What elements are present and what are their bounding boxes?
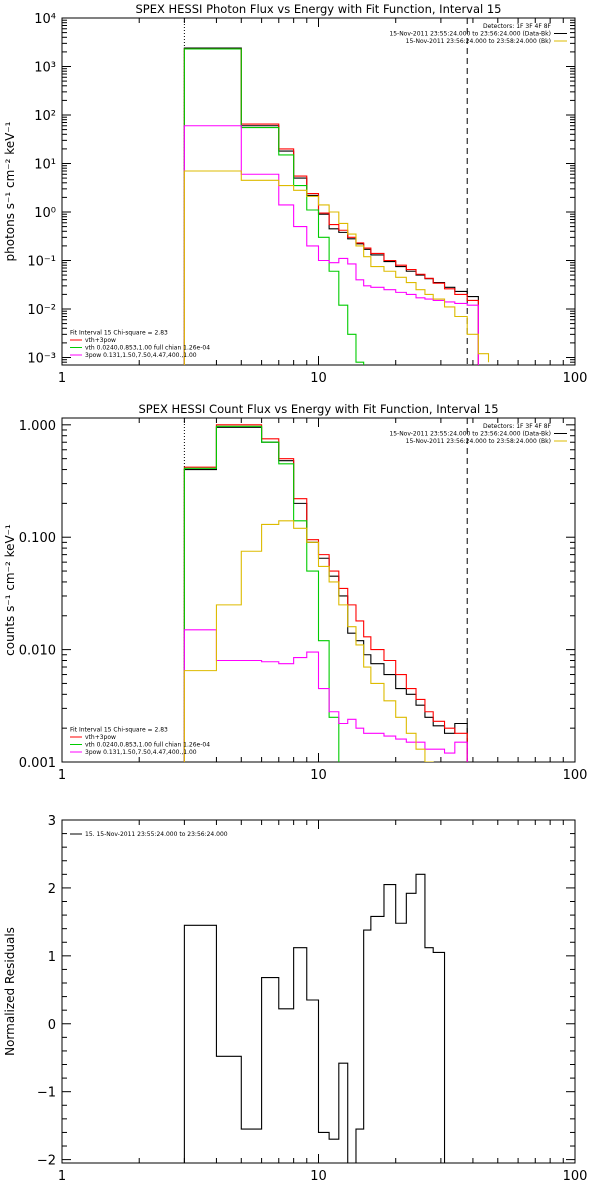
x-tick-label: 100 (563, 1169, 588, 1184)
x-tick-label: 1 (58, 768, 66, 783)
chart-title: SPEX HESSI Photon Flux vs Energy with Fi… (135, 2, 501, 16)
panel-2: SPEX HESSI Count Flux vs Energy with Fit… (3, 402, 588, 783)
x-tick-label: 1 (58, 1169, 66, 1184)
y-tick-label: 10⁻³ (27, 351, 56, 366)
series-data (183, 426, 468, 762)
series-data (183, 47, 479, 365)
y-tick-label: 10¹ (34, 157, 56, 172)
series-bk (183, 170, 490, 365)
y-tick-label: 10⁴ (34, 12, 56, 27)
x-tick-label: 10 (310, 371, 327, 386)
legend-bottom-text: Fit Interval 15 Chi-square = 2.83 (70, 330, 168, 337)
y-tick-label: 0 (48, 1018, 56, 1033)
y-tick-label: 0.010 (19, 644, 56, 659)
y-tick-label: 10⁰ (34, 206, 56, 221)
x-tick-label: 10 (310, 768, 327, 783)
series-vth (183, 48, 365, 365)
chart-title: SPEX HESSI Count Flux vs Energy with Fit… (138, 402, 498, 416)
y-tick-label: 10⁻¹ (27, 254, 56, 269)
series-group (183, 873, 446, 1163)
panel-1: SPEX HESSI Photon Flux vs Energy with Fi… (3, 2, 587, 386)
x-tick-label: 10 (310, 1169, 327, 1184)
legend-top-text: 15-Nov-2011 23:55:24.000 to 23:56:24.000… (389, 31, 551, 38)
legend-bottom-text: Fit Interval 15 Chi-square = 2.83 (70, 727, 168, 734)
series-total (183, 48, 479, 365)
legend-top-text: 15-Nov-2011 23:56:24.000 to 23:58:24.000… (406, 38, 551, 45)
series-group (183, 424, 468, 762)
legend-top-text: 15-Nov-2011 23:55:24.000 to 23:56:24.000… (389, 431, 551, 438)
legend-text: 15. 15-Nov-2011 23:55:24.000 to 23:56:24… (85, 831, 228, 838)
series-vth (183, 425, 340, 762)
y-tick-label: 0.001 (19, 756, 56, 771)
series-3pow (183, 125, 479, 365)
legend-bottom-text: vth+3pow (85, 734, 116, 741)
series-3pow (183, 629, 468, 762)
y-tick-label: 10⁻² (27, 303, 56, 318)
y-tick-label: 2 (48, 882, 56, 897)
legend-top-text: Detectors: 1F 3F 4F 8F (483, 23, 552, 30)
legend-bottom-text: vth 0.0240,0.853,1.00 full chian 1.26e-0… (85, 345, 210, 352)
y-tick-label: 10³ (34, 60, 56, 75)
legend-top-text: 15-Nov-2011 23:56:24.000 to 23:58:24.000… (406, 438, 551, 445)
series-resid (183, 873, 446, 1163)
y-tick-label: 1.000 (19, 419, 56, 434)
y-tick-label: 3 (48, 814, 56, 829)
y-axis-label: photons s⁻¹ cm⁻² keV⁻¹ (3, 121, 17, 261)
plot-frame (61, 17, 576, 366)
series-group (183, 47, 490, 365)
legend-bottom-text: vth+3pow (85, 337, 116, 344)
y-tick-label: 0.100 (19, 531, 56, 546)
y-tick-label: −2 (37, 1154, 56, 1169)
y-tick-label: −1 (37, 1086, 56, 1101)
series-bk (183, 520, 434, 762)
y-tick-label: 1 (48, 950, 56, 965)
x-tick-label: 1 (58, 371, 66, 386)
x-tick-label: 100 (563, 768, 588, 783)
y-axis-label: counts s⁻¹ cm⁻² keV⁻¹ (3, 524, 17, 656)
x-tick-label: 100 (563, 371, 588, 386)
y-tick-label: 10² (34, 109, 56, 124)
legend-bottom-text: vth 0.0240,0.853,1.00 full chian 1.26e-0… (85, 742, 210, 749)
legend-bottom-text: 3pow 0.131,1.50,7.50,4.47,400.,1.00 (85, 352, 197, 359)
legend-top-text: Detectors: 1F 3F 4F 8F (483, 423, 552, 430)
panel-3: Normalized Residuals 1 10 100 −2 −1 0 1 2 3 15. 15… (3, 814, 587, 1184)
y-axis-label: Normalized Residuals (3, 927, 17, 1056)
legend-bottom-text: 3pow 0.131,1.50,7.50,4.47,400.,1.00 (85, 749, 197, 756)
